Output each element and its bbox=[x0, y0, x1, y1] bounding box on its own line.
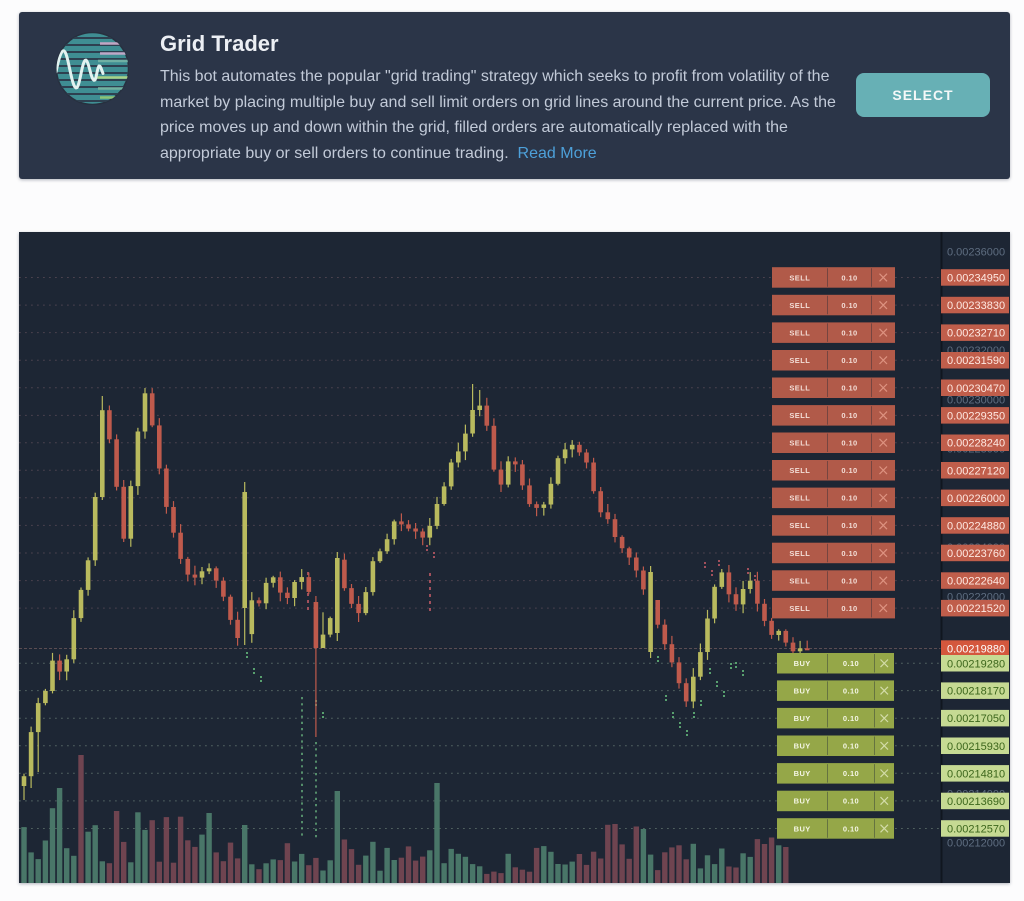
svg-text:0.00221520: 0.00221520 bbox=[947, 603, 1005, 615]
svg-text:SELL: SELL bbox=[789, 384, 810, 393]
svg-text:SELL: SELL bbox=[789, 273, 810, 282]
svg-text:BUY: BUY bbox=[794, 742, 811, 751]
svg-text:0.00231590: 0.00231590 bbox=[947, 355, 1005, 367]
svg-text:0.00219280: 0.00219280 bbox=[947, 658, 1005, 670]
svg-text:0.00214810: 0.00214810 bbox=[947, 768, 1005, 780]
svg-text:SELL: SELL bbox=[789, 521, 810, 530]
svg-text:0.00217050: 0.00217050 bbox=[947, 713, 1005, 725]
svg-text:0.00230470: 0.00230470 bbox=[947, 383, 1005, 395]
svg-text:SELL: SELL bbox=[789, 356, 810, 365]
svg-text:0.10: 0.10 bbox=[841, 301, 857, 310]
svg-text:0.10: 0.10 bbox=[841, 439, 857, 448]
svg-text:0.00224880: 0.00224880 bbox=[947, 520, 1005, 532]
svg-text:0.10: 0.10 bbox=[843, 714, 859, 723]
svg-text:0.00234950: 0.00234950 bbox=[947, 273, 1005, 285]
svg-text:0.10: 0.10 bbox=[841, 549, 857, 558]
svg-text:SELL: SELL bbox=[789, 549, 810, 558]
svg-text:0.10: 0.10 bbox=[843, 824, 859, 833]
svg-text:0.00227120: 0.00227120 bbox=[947, 465, 1005, 477]
svg-text:SELL: SELL bbox=[789, 301, 810, 310]
svg-text:0.00213690: 0.00213690 bbox=[947, 796, 1005, 808]
svg-text:0.00219880: 0.00219880 bbox=[947, 644, 1005, 656]
svg-text:BUY: BUY bbox=[794, 659, 811, 668]
svg-text:SELL: SELL bbox=[789, 494, 810, 503]
svg-text:BUY: BUY bbox=[794, 714, 811, 723]
svg-text:SELL: SELL bbox=[789, 328, 810, 337]
svg-text:0.10: 0.10 bbox=[843, 797, 859, 806]
svg-text:SELL: SELL bbox=[789, 411, 810, 420]
svg-text:0.00222640: 0.00222640 bbox=[947, 576, 1005, 588]
svg-text:0.00223760: 0.00223760 bbox=[947, 548, 1005, 560]
svg-text:0.10: 0.10 bbox=[843, 686, 859, 695]
svg-text:0.10: 0.10 bbox=[841, 356, 857, 365]
svg-text:0.00230000: 0.00230000 bbox=[947, 394, 1005, 406]
svg-text:0.10: 0.10 bbox=[841, 384, 857, 393]
svg-text:BUY: BUY bbox=[794, 686, 811, 695]
svg-text:0.10: 0.10 bbox=[843, 769, 859, 778]
svg-text:0.10: 0.10 bbox=[841, 604, 857, 613]
svg-text:0.10: 0.10 bbox=[841, 494, 857, 503]
svg-text:0.00212570: 0.00212570 bbox=[947, 824, 1005, 836]
svg-text:0.00215930: 0.00215930 bbox=[947, 741, 1005, 753]
svg-text:0.00212000: 0.00212000 bbox=[947, 838, 1005, 850]
svg-text:SELL: SELL bbox=[789, 439, 810, 448]
svg-text:0.10: 0.10 bbox=[841, 328, 857, 337]
svg-text:0.10: 0.10 bbox=[841, 521, 857, 530]
svg-text:SELL: SELL bbox=[789, 466, 810, 475]
svg-text:0.10: 0.10 bbox=[843, 659, 859, 668]
svg-text:0.00233830: 0.00233830 bbox=[947, 300, 1005, 312]
svg-text:0.10: 0.10 bbox=[843, 742, 859, 751]
svg-text:0.00226000: 0.00226000 bbox=[947, 493, 1005, 505]
svg-text:BUY: BUY bbox=[794, 824, 811, 833]
svg-text:BUY: BUY bbox=[794, 769, 811, 778]
svg-text:0.00232710: 0.00232710 bbox=[947, 328, 1005, 340]
svg-text:BUY: BUY bbox=[794, 797, 811, 806]
svg-text:0.00218170: 0.00218170 bbox=[947, 686, 1005, 698]
svg-text:0.00228240: 0.00228240 bbox=[947, 438, 1005, 450]
svg-text:0.10: 0.10 bbox=[841, 411, 857, 420]
svg-text:SELL: SELL bbox=[789, 604, 810, 613]
svg-text:0.10: 0.10 bbox=[841, 273, 857, 282]
svg-text:SELL: SELL bbox=[789, 576, 810, 585]
svg-text:0.00236000: 0.00236000 bbox=[947, 247, 1005, 259]
svg-text:0.10: 0.10 bbox=[841, 576, 857, 585]
svg-text:0.10: 0.10 bbox=[841, 466, 857, 475]
svg-text:0.00229350: 0.00229350 bbox=[947, 410, 1005, 422]
